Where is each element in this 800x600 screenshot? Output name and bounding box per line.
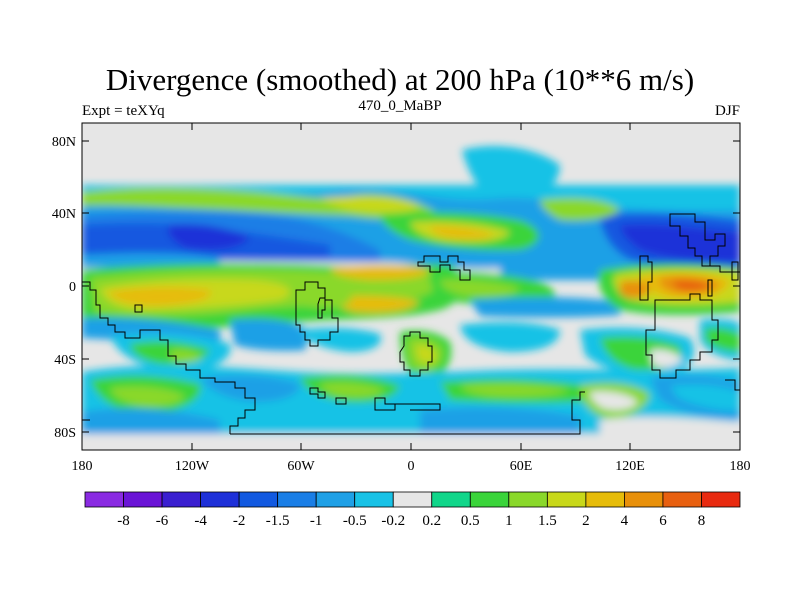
colorbar-swatch xyxy=(508,491,548,508)
y-tick-label: 40S xyxy=(54,353,76,368)
colorbar-label: 6 xyxy=(659,513,667,529)
colorbar-label: 4 xyxy=(621,513,629,529)
tick-marks xyxy=(81,123,741,450)
x-tick-label: 180 xyxy=(730,459,751,474)
y-tick-label: 80N xyxy=(52,135,76,150)
colorbar-label: -2 xyxy=(233,513,246,529)
x-tick-label: 60E xyxy=(510,459,533,474)
colorbar-swatch xyxy=(431,491,471,508)
map-subtitle: 470_0_MaBP xyxy=(358,98,442,114)
season-label: DJF xyxy=(714,103,740,119)
colorbar-label: -4 xyxy=(194,513,207,529)
colorbar-label: 8 xyxy=(698,513,706,529)
colorbar-swatch xyxy=(277,491,317,508)
x-tick-label: 60W xyxy=(287,459,315,474)
colorbar-label: 1 xyxy=(505,513,513,529)
y-tick-label: 40N xyxy=(52,207,76,222)
y-tick-label: 0 xyxy=(69,280,76,295)
colorbar-label: -1 xyxy=(310,513,323,529)
colorbar-swatch xyxy=(662,491,702,508)
experiment-label: Expt = teXYq xyxy=(82,103,165,119)
colorbar-swatch xyxy=(123,491,163,508)
x-axis-labels: 180 120W 60W 0 60E 120E 180 xyxy=(72,459,751,474)
divergence-field xyxy=(82,123,740,450)
colorbar-swatch xyxy=(585,491,625,508)
x-tick-label: 120E xyxy=(615,459,645,474)
colorbar-label: 0.5 xyxy=(461,513,480,529)
coastlines xyxy=(82,213,740,435)
colorbar-swatch xyxy=(238,491,279,508)
colorbar-label: -8 xyxy=(117,513,130,529)
colorbar-label: 2 xyxy=(582,513,590,529)
colorbar-swatch xyxy=(161,491,201,508)
y-tick-label: 80S xyxy=(54,426,76,441)
colorbar-swatch xyxy=(392,491,433,508)
colorbar xyxy=(84,491,741,508)
colorbar-label: -1.5 xyxy=(266,513,290,529)
colorbar-swatch xyxy=(200,491,240,508)
colorbar-swatch xyxy=(701,491,741,508)
colorbar-label: -6 xyxy=(156,513,169,529)
x-tick-label: 0 xyxy=(408,459,415,474)
colorbar-swatch xyxy=(315,491,356,508)
colorbar-swatch xyxy=(546,491,587,508)
map-title: Divergence (smoothed) at 200 hPa (10**6 … xyxy=(105,62,695,97)
colorbar-label: 0.2 xyxy=(422,513,441,529)
x-tick-label: 120W xyxy=(175,459,210,474)
colorbar-labels: -8 -6 -4 -2 -1.5 -1 -0.5 -0.2 0.2 0.5 1 1.5 2 4 6 8 xyxy=(117,513,705,529)
y-axis-labels: 80N 40N 0 40S 80S xyxy=(52,135,76,441)
x-tick-label: 180 xyxy=(72,459,93,474)
colorbar-swatch xyxy=(84,491,124,508)
colorbar-label: -0.5 xyxy=(343,513,367,529)
colorbar-label: -0.2 xyxy=(381,513,405,529)
colorbar-label: 1.5 xyxy=(538,513,557,529)
colorbar-swatch xyxy=(354,491,394,508)
colorbar-swatch xyxy=(469,491,510,508)
colorbar-swatch xyxy=(624,491,664,508)
